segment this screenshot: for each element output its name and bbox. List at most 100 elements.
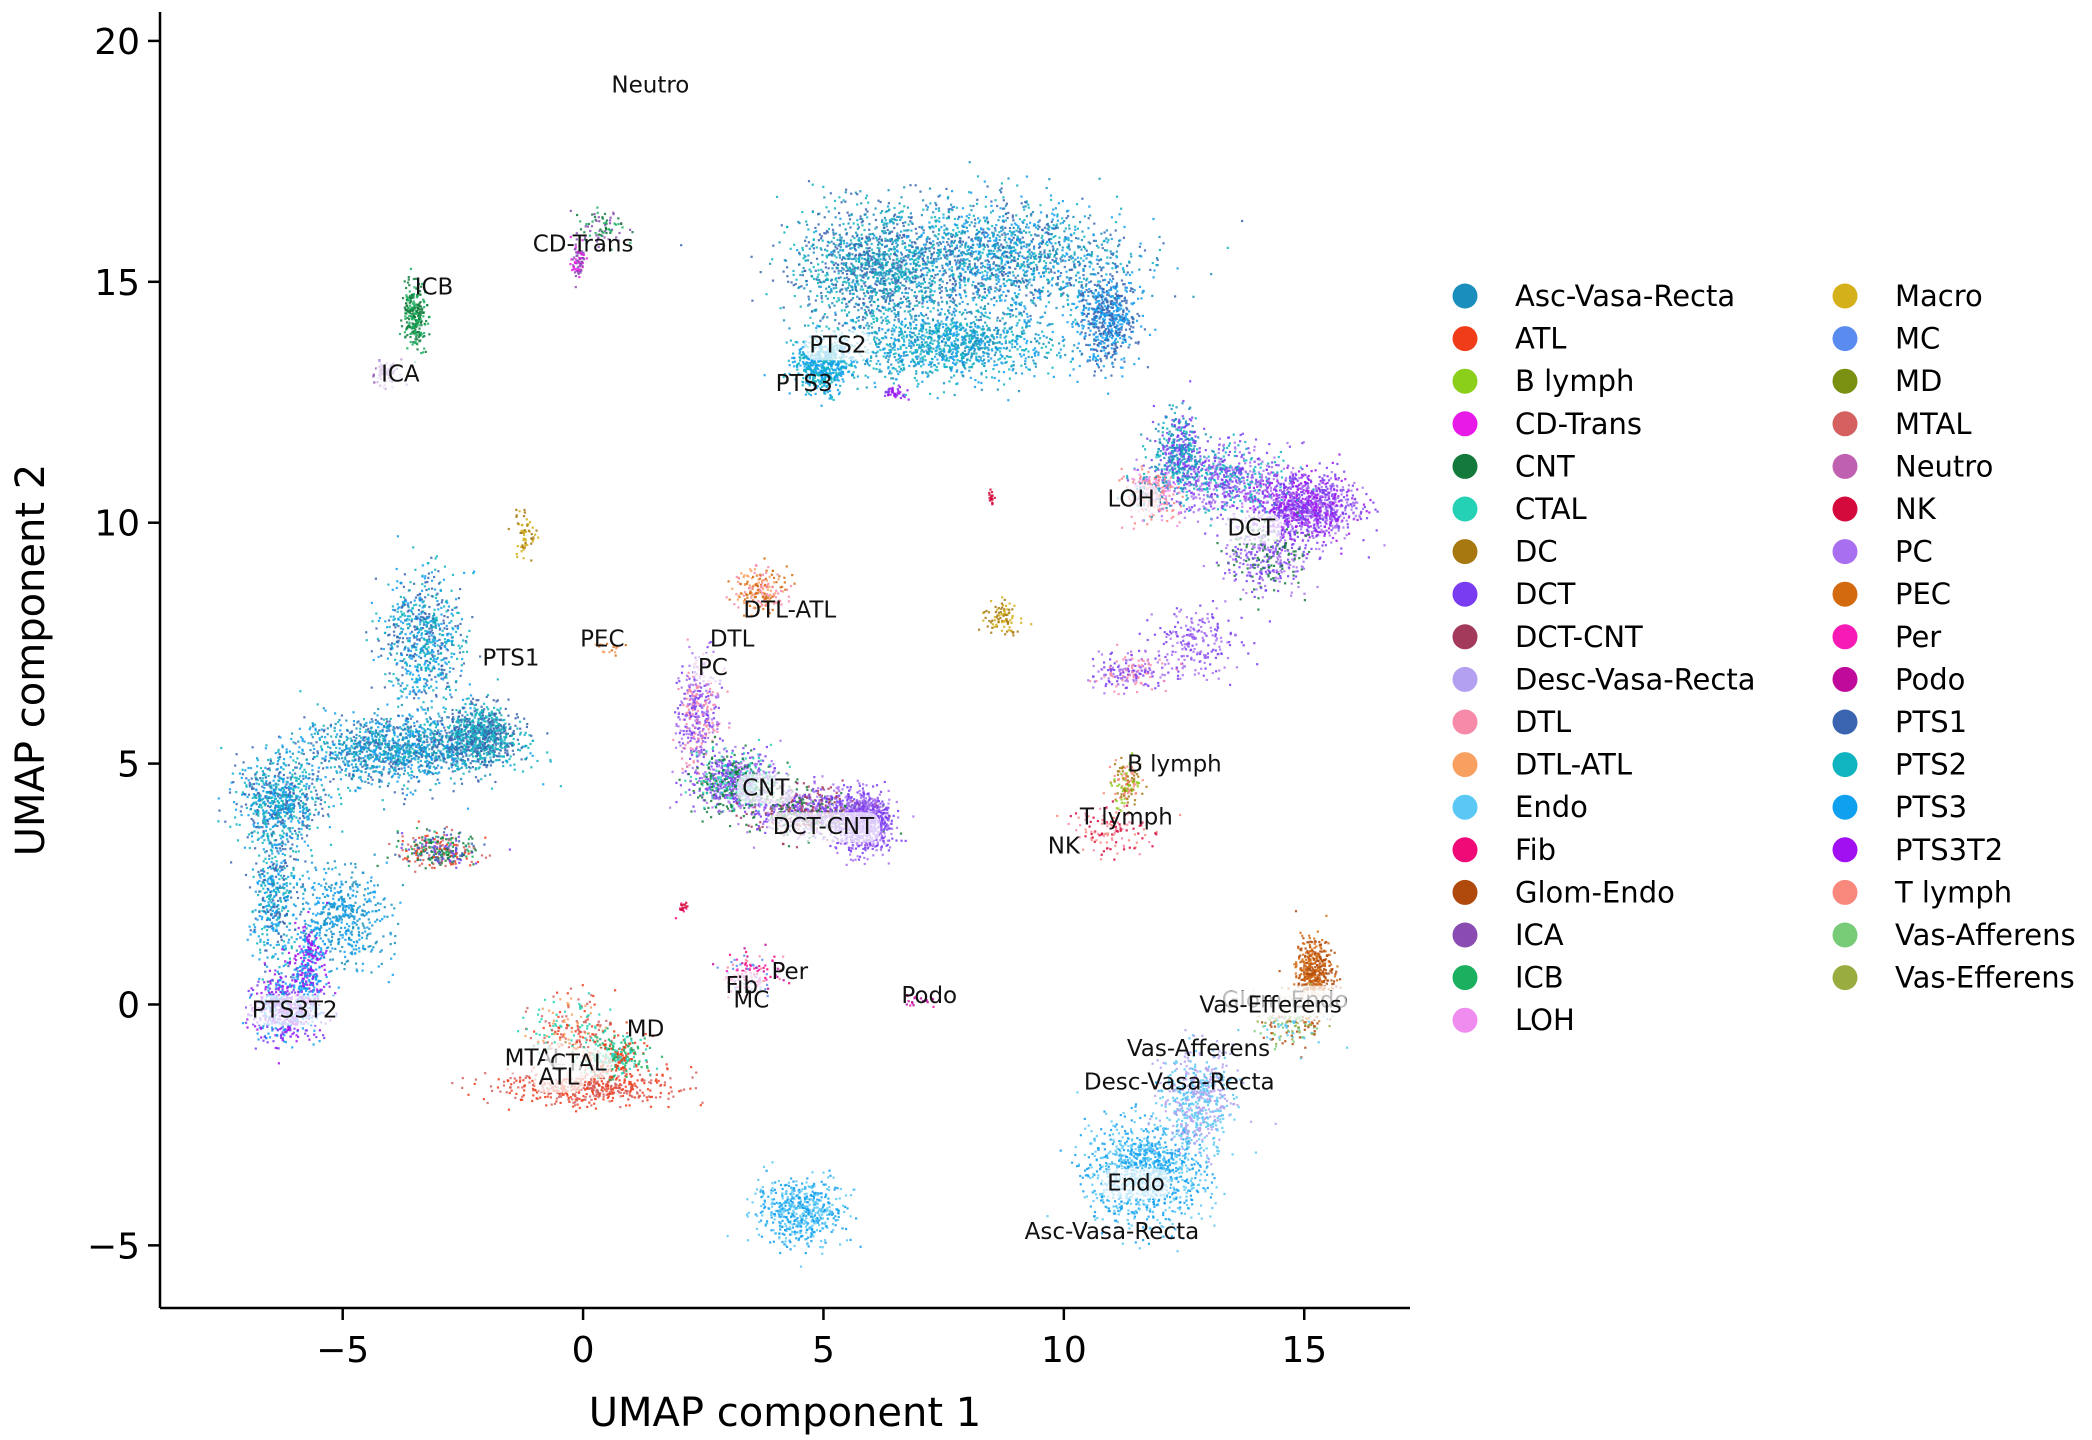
cell-point — [443, 620, 445, 622]
cell-point — [286, 781, 288, 783]
cell-point — [382, 731, 384, 733]
cell-point — [276, 919, 278, 921]
cell-point — [258, 874, 260, 876]
cell-point — [394, 732, 396, 734]
cell-point — [436, 759, 438, 761]
cell-point — [400, 627, 402, 629]
cell-point — [350, 740, 352, 742]
cell-point — [426, 639, 428, 641]
cell-point — [263, 815, 265, 817]
cell-point — [465, 733, 467, 735]
cell-point — [413, 697, 415, 699]
cell-point — [459, 753, 461, 755]
cell-point — [467, 746, 469, 748]
cell-point — [311, 862, 313, 864]
cell-point — [410, 767, 412, 769]
cell-point — [322, 815, 324, 817]
cell-point — [263, 981, 265, 983]
cell-point — [418, 656, 420, 658]
cell-point — [348, 753, 350, 755]
cell-point — [410, 792, 412, 794]
cell-point — [424, 746, 426, 748]
cell-point — [292, 769, 294, 771]
cell-point — [455, 709, 457, 711]
cell-point — [403, 763, 405, 765]
cell-point — [472, 732, 474, 734]
cell-point — [317, 827, 319, 829]
cell-point — [434, 588, 436, 590]
cell-point — [407, 740, 409, 742]
cell-point — [428, 652, 430, 654]
cell-point — [438, 663, 440, 665]
cell-point — [448, 732, 450, 734]
cell-point — [419, 605, 421, 607]
cell-point — [462, 740, 464, 742]
cell-point — [286, 885, 288, 887]
cell-point — [401, 674, 403, 676]
cell-point — [269, 909, 271, 911]
cell-point — [385, 760, 387, 762]
cell-point — [346, 930, 348, 932]
cell-point — [285, 798, 287, 800]
cell-point — [488, 718, 490, 720]
cell-point — [288, 817, 290, 819]
cell-point — [427, 577, 429, 579]
cell-point — [345, 906, 347, 908]
cell-point — [424, 577, 426, 579]
cell-point — [489, 751, 491, 753]
cell-point — [263, 941, 265, 943]
cell-point — [413, 722, 415, 724]
cell-point — [427, 707, 429, 709]
cell-point — [448, 727, 450, 729]
cell-point — [263, 839, 265, 841]
cell-point — [273, 784, 275, 786]
cell-point — [409, 637, 411, 639]
cell-point — [476, 712, 478, 714]
cell-point — [254, 774, 256, 776]
cell-point — [294, 767, 296, 769]
cell-point — [348, 775, 350, 777]
cell-point — [490, 764, 492, 766]
cell-point — [272, 818, 274, 820]
cell-point — [298, 746, 300, 748]
cell-point — [318, 934, 320, 936]
cell-point — [313, 1034, 315, 1036]
cell-point — [365, 914, 367, 916]
cell-point — [362, 913, 364, 915]
cell-point — [436, 555, 438, 557]
cell-point — [281, 778, 283, 780]
cell-point — [270, 784, 272, 786]
cell-point — [308, 742, 310, 744]
cell-point — [428, 635, 430, 637]
cell-point — [471, 702, 473, 704]
cell-point — [353, 881, 355, 883]
cell-point — [442, 741, 444, 743]
cell-point — [407, 604, 409, 606]
cell-point — [419, 771, 421, 773]
cell-point — [279, 913, 281, 915]
cell-point — [421, 753, 423, 755]
cell-point — [366, 751, 368, 753]
cell-point — [274, 856, 276, 858]
cell-point — [443, 669, 445, 671]
cell-point — [307, 871, 309, 873]
cell-point — [285, 751, 287, 753]
cell-point — [476, 755, 478, 757]
cell-point — [396, 587, 398, 589]
cell-point — [264, 962, 266, 964]
cell-point — [267, 911, 269, 913]
cell-point — [482, 714, 484, 716]
cell-point — [347, 762, 349, 764]
cell-point — [249, 886, 251, 888]
cell-point — [271, 834, 273, 836]
cell-point — [349, 790, 351, 792]
cell-point — [284, 867, 286, 869]
cell-point — [408, 756, 410, 758]
cell-point — [276, 930, 278, 932]
cell-point — [241, 806, 243, 808]
cell-point — [505, 708, 507, 710]
cell-point — [371, 687, 373, 689]
cell-point — [271, 883, 273, 885]
cell-point — [452, 713, 454, 715]
cell-point — [487, 694, 489, 696]
